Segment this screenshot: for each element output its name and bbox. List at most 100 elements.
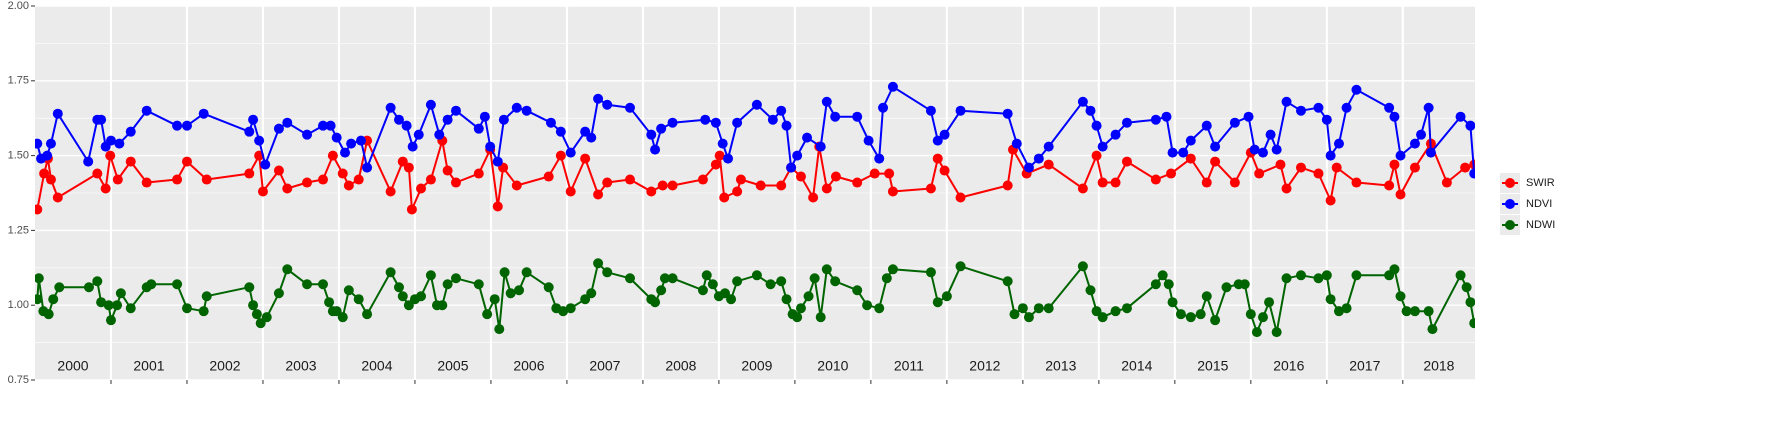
point	[1210, 315, 1221, 326]
point	[473, 279, 484, 290]
point	[489, 294, 500, 305]
point	[1395, 291, 1406, 302]
point	[181, 303, 192, 314]
point	[201, 291, 212, 302]
point	[1201, 120, 1212, 131]
year-label: 2005	[437, 358, 468, 374]
point	[1043, 303, 1054, 314]
point	[1157, 270, 1168, 281]
point	[1043, 141, 1054, 152]
point	[852, 111, 863, 122]
point	[198, 108, 209, 119]
point	[565, 303, 576, 314]
point	[318, 279, 328, 290]
point	[257, 186, 268, 197]
point	[700, 114, 711, 125]
point	[1331, 162, 1342, 173]
point	[425, 270, 436, 281]
point	[1002, 276, 1013, 287]
point	[1333, 138, 1344, 149]
point	[112, 174, 123, 185]
point	[878, 102, 889, 113]
point	[1425, 147, 1436, 158]
point	[1281, 96, 1292, 107]
point	[48, 294, 59, 305]
point	[1295, 162, 1306, 173]
point	[362, 309, 373, 320]
point	[248, 114, 259, 125]
point	[751, 270, 762, 281]
year-label: 2004	[361, 358, 392, 374]
point	[146, 279, 157, 290]
point	[667, 180, 678, 191]
point	[1416, 129, 1427, 140]
point	[1271, 144, 1282, 155]
point	[1201, 177, 1212, 188]
point	[442, 165, 453, 176]
point	[498, 114, 509, 125]
point	[407, 141, 418, 152]
point	[1249, 144, 1260, 155]
point	[1257, 312, 1268, 323]
point	[1409, 306, 1420, 317]
point	[869, 168, 880, 179]
point	[624, 273, 635, 284]
point	[1195, 309, 1206, 320]
point	[337, 168, 348, 179]
point	[511, 180, 522, 191]
point	[1341, 102, 1352, 113]
legend: SWIR NDVI NDWI	[1500, 173, 1555, 235]
point	[473, 123, 484, 134]
point	[650, 144, 661, 155]
point	[1243, 111, 1254, 122]
point	[726, 294, 737, 305]
point	[181, 156, 192, 167]
point	[416, 183, 427, 194]
point	[1351, 177, 1362, 188]
point	[1239, 279, 1250, 290]
point	[1110, 177, 1121, 188]
point	[795, 303, 806, 314]
point	[646, 186, 657, 197]
point	[1271, 327, 1282, 338]
point	[1009, 309, 1020, 320]
point	[96, 297, 107, 308]
point	[1161, 111, 1172, 122]
point	[1185, 135, 1196, 146]
point	[327, 150, 338, 161]
y-tick-label: 0.75	[8, 374, 29, 386]
point	[416, 291, 427, 302]
point	[717, 138, 728, 149]
point	[248, 300, 259, 311]
point	[732, 276, 743, 287]
point	[809, 273, 820, 284]
year-label: 2015	[1197, 358, 1228, 374]
point	[1201, 291, 1212, 302]
point	[1178, 147, 1189, 158]
point	[821, 264, 832, 275]
point	[353, 294, 364, 305]
point	[543, 282, 554, 293]
legend-point	[1505, 220, 1515, 230]
point	[1313, 102, 1324, 113]
point	[646, 129, 657, 140]
point	[254, 135, 265, 146]
point	[35, 204, 43, 215]
point	[198, 306, 209, 317]
legend-label: NDWI	[1526, 219, 1555, 231]
point	[114, 138, 125, 149]
point	[1167, 147, 1178, 158]
point	[282, 117, 293, 128]
point	[624, 174, 635, 185]
point	[172, 174, 183, 185]
point	[808, 192, 819, 203]
point	[1395, 150, 1406, 161]
point	[450, 105, 461, 116]
point	[514, 285, 525, 296]
point	[92, 276, 103, 287]
point	[340, 147, 351, 158]
point	[442, 279, 453, 290]
point	[602, 99, 613, 110]
point	[1210, 141, 1221, 152]
point	[862, 300, 873, 311]
